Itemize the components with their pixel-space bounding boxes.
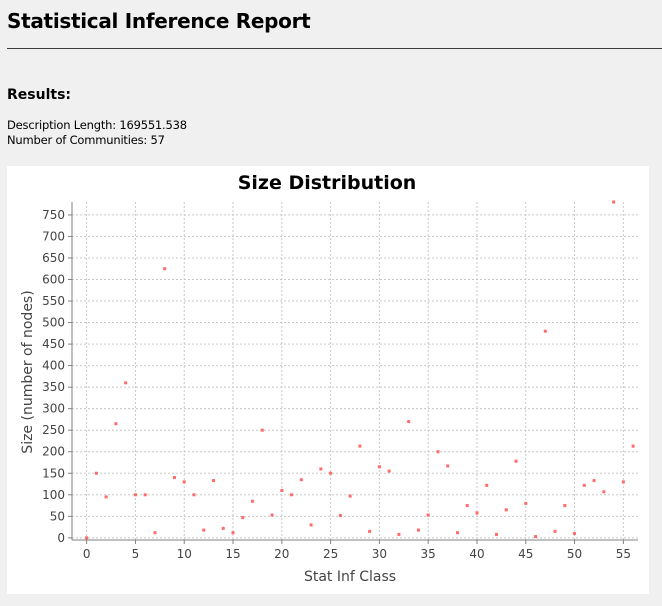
data-point bbox=[182, 480, 186, 484]
data-point bbox=[543, 329, 547, 333]
y-tick-label: 500 bbox=[42, 316, 65, 330]
data-points bbox=[85, 200, 635, 540]
data-point bbox=[104, 495, 108, 499]
x-tick-label: 25 bbox=[323, 547, 338, 561]
data-point bbox=[143, 493, 147, 497]
data-point bbox=[524, 501, 528, 505]
grid-lines bbox=[72, 202, 638, 540]
y-tick-label: 200 bbox=[42, 445, 65, 459]
community-count-text: Number of Communities: 57 bbox=[7, 133, 165, 147]
x-tick-label: 30 bbox=[372, 547, 387, 561]
data-point bbox=[202, 528, 206, 532]
y-tick-label: 550 bbox=[42, 294, 65, 308]
data-point bbox=[553, 529, 557, 533]
x-tick-label: 5 bbox=[132, 547, 140, 561]
y-tick-label: 150 bbox=[42, 466, 65, 480]
data-point bbox=[221, 526, 225, 530]
data-point bbox=[290, 493, 294, 497]
data-point bbox=[514, 459, 518, 463]
y-tick-label: 100 bbox=[42, 488, 65, 502]
data-point bbox=[368, 529, 372, 533]
data-point bbox=[212, 479, 215, 483]
data-point bbox=[153, 531, 157, 535]
data-point bbox=[377, 465, 381, 469]
x-tick-label: 40 bbox=[469, 547, 484, 561]
data-point bbox=[251, 499, 255, 503]
data-point bbox=[621, 480, 625, 484]
data-point bbox=[329, 471, 333, 475]
data-point bbox=[114, 422, 118, 426]
y-axis-label: Size (number of nodes) bbox=[20, 290, 36, 453]
data-point bbox=[495, 532, 498, 536]
data-point bbox=[172, 476, 176, 480]
x-tick-label: 50 bbox=[567, 547, 582, 561]
data-point bbox=[231, 531, 235, 535]
data-point bbox=[319, 467, 323, 471]
chart-svg: Size Distribution 0501001502002503003504… bbox=[20, 172, 638, 585]
data-point bbox=[85, 536, 89, 540]
data-point bbox=[426, 513, 430, 517]
data-point bbox=[241, 516, 245, 520]
chart-title: Size Distribution bbox=[238, 172, 417, 194]
data-point bbox=[485, 483, 489, 487]
axes: 0501001502002503003504004505005506006507… bbox=[42, 202, 638, 561]
data-point bbox=[602, 490, 606, 494]
data-point bbox=[94, 471, 98, 475]
y-tick-label: 400 bbox=[42, 359, 65, 373]
data-point bbox=[416, 528, 420, 532]
x-tick-label: 20 bbox=[274, 547, 289, 561]
y-tick-label: 750 bbox=[42, 208, 65, 222]
data-point bbox=[436, 450, 440, 454]
y-tick-label: 650 bbox=[42, 251, 65, 265]
data-point bbox=[270, 513, 274, 517]
data-point bbox=[504, 508, 508, 512]
x-tick-label: 15 bbox=[225, 547, 240, 561]
data-point bbox=[338, 513, 342, 517]
data-point bbox=[192, 493, 196, 497]
data-point bbox=[309, 523, 313, 527]
y-tick-label: 450 bbox=[42, 337, 65, 351]
data-point bbox=[260, 428, 264, 432]
x-tick-label: 55 bbox=[616, 547, 631, 561]
size-distribution-chart: Size Distribution 0 50 100 150 200 250 300 350 4… bbox=[7, 166, 649, 594]
data-point bbox=[358, 444, 362, 448]
data-point bbox=[612, 200, 616, 204]
data-point bbox=[592, 479, 596, 483]
x-tick-label: 0 bbox=[83, 547, 91, 561]
data-point bbox=[133, 493, 137, 497]
data-point bbox=[397, 532, 401, 536]
data-point bbox=[299, 478, 303, 482]
data-point bbox=[631, 444, 635, 448]
data-point bbox=[124, 381, 128, 385]
y-tick-label: 600 bbox=[42, 273, 65, 287]
x-tick-label: 45 bbox=[518, 547, 533, 561]
x-tick-label: 35 bbox=[421, 547, 436, 561]
data-point bbox=[455, 531, 459, 535]
plot-background bbox=[72, 202, 638, 540]
data-point bbox=[573, 532, 577, 536]
data-point bbox=[387, 469, 391, 473]
x-axis-label: Stat Inf Class bbox=[304, 569, 396, 585]
data-point bbox=[534, 535, 538, 539]
data-point bbox=[563, 504, 567, 508]
data-point bbox=[465, 504, 469, 508]
data-point bbox=[280, 488, 284, 492]
x-tick-label: 10 bbox=[177, 547, 192, 561]
y-tick-label: 300 bbox=[42, 402, 65, 416]
data-point bbox=[163, 267, 167, 271]
y-tick-label: 700 bbox=[42, 229, 65, 243]
y-tick-label: 350 bbox=[42, 380, 65, 394]
data-point bbox=[407, 420, 411, 424]
y-tick-label: 50 bbox=[50, 509, 65, 523]
data-point bbox=[446, 464, 450, 468]
title-divider bbox=[7, 48, 662, 49]
y-tick-label: 0 bbox=[57, 531, 65, 545]
data-point bbox=[582, 483, 586, 487]
data-point bbox=[348, 494, 352, 498]
report-title: Statistical Inference Report bbox=[7, 9, 311, 33]
y-tick-label: 250 bbox=[42, 423, 65, 437]
description-length-text: Description Length: 169551.538 bbox=[7, 118, 187, 132]
results-heading: Results: bbox=[7, 87, 71, 103]
data-point bbox=[475, 511, 479, 515]
